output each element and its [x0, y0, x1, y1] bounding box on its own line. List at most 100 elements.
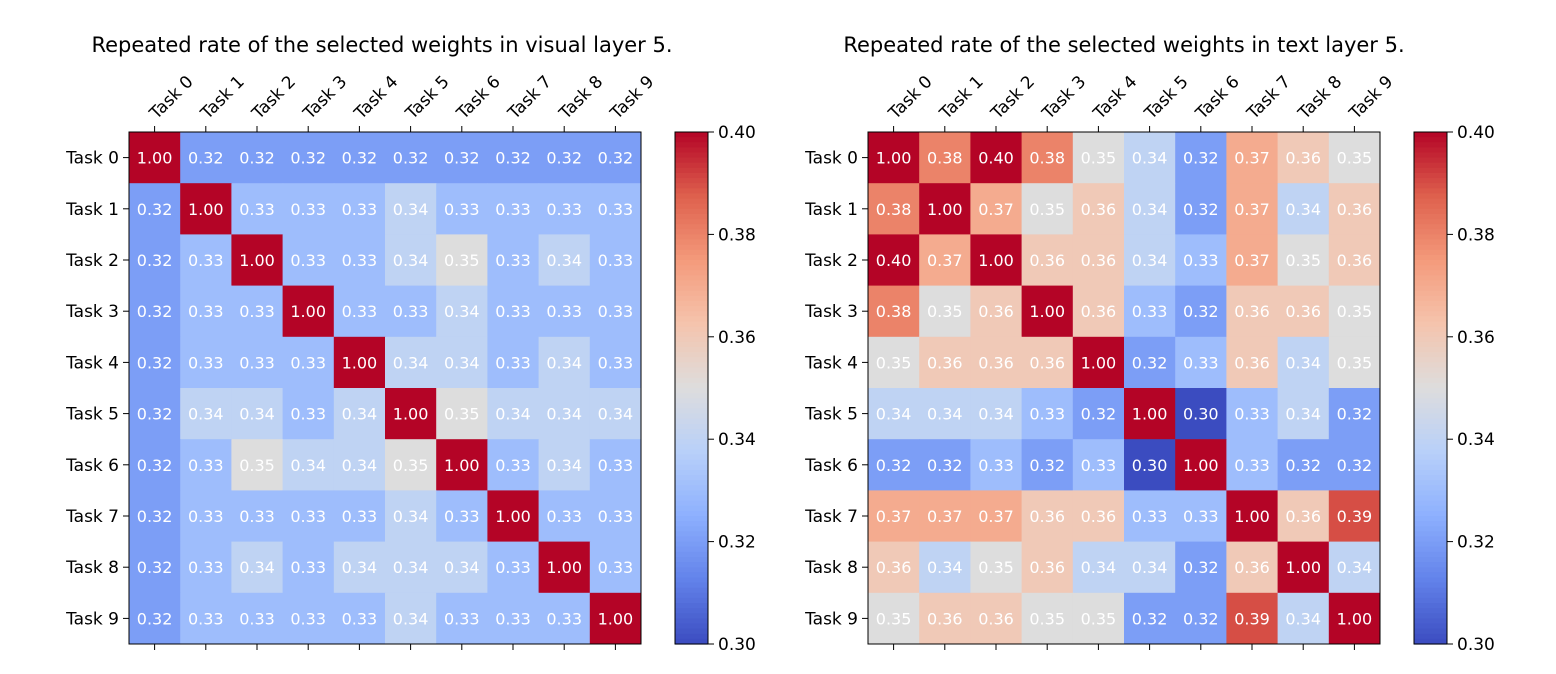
cell-value-label: 0.35	[444, 405, 480, 424]
heatmap-cell	[1328, 592, 1381, 645]
colorbar-frame	[674, 131, 709, 645]
colorbar-segment	[1414, 224, 1447, 230]
cell-value-label: 0.36	[1029, 507, 1065, 526]
y-tick-label: Task 6	[65, 456, 119, 476]
cell-value-label: 0.36	[1081, 302, 1117, 321]
colorbar-segment	[1414, 352, 1447, 358]
colorbar-segment	[1414, 521, 1447, 527]
cell-value-label: 0.38	[1029, 149, 1065, 168]
colorbar-segment	[675, 531, 708, 538]
colorbar-segment	[675, 469, 708, 476]
heatmap-cell	[129, 490, 181, 543]
cell-value-label: 1.00	[598, 609, 634, 628]
colorbar-segment	[1414, 249, 1447, 256]
x-tick-label: Task 6	[1191, 72, 1243, 124]
colorbar-segment	[675, 638, 708, 645]
colorbar-segment	[1414, 367, 1447, 374]
cell-value-label: 0.36	[1337, 251, 1373, 270]
cell-value-label: 0.39	[1234, 609, 1270, 628]
cell-value-label: 0.35	[1337, 149, 1373, 168]
heatmap-cell	[1226, 336, 1279, 389]
colorbar-segment	[1414, 362, 1447, 369]
colorbar-segment	[675, 198, 708, 205]
cell-value-label: 0.33	[188, 456, 224, 475]
colorbar-segment	[675, 633, 708, 640]
heatmap-cell	[1277, 439, 1330, 491]
cell-value-label: 0.32	[393, 149, 429, 168]
cell-value-label: 0.34	[239, 405, 275, 424]
cell-value-label: 1.00	[137, 149, 173, 168]
colorbar-segment	[1414, 423, 1447, 430]
cell-value-label: 0.32	[137, 302, 173, 321]
x-tick-label: Task 7	[504, 72, 556, 124]
cell-value-label: 0.36	[978, 609, 1014, 628]
cell-value-label: 1.00	[546, 558, 582, 577]
colorbar-segment	[675, 260, 708, 266]
colorbar-segment	[1414, 587, 1447, 594]
x-tick-label: Task 3	[1038, 72, 1090, 124]
colorbar-segment	[675, 229, 708, 235]
colorbar-segment	[1414, 167, 1447, 174]
y-tick-label: Task 9	[804, 609, 858, 629]
heatmap-cell	[1226, 285, 1279, 338]
cell-value-label: 0.33	[978, 456, 1014, 475]
colorbar-segment	[1414, 239, 1447, 246]
cell-value-label: 0.34	[1132, 558, 1168, 577]
colorbar-segment	[675, 336, 708, 343]
heatmap-cell	[538, 132, 591, 184]
heatmap-cell	[1226, 183, 1279, 235]
colorbar-segment	[1414, 608, 1447, 614]
cell-value-label: 0.33	[495, 302, 531, 321]
heatmap-cell	[129, 541, 181, 594]
cell-value-label: 0.34	[1285, 609, 1321, 628]
colorbar-segment	[1414, 377, 1447, 384]
heatmap-cell	[1277, 336, 1330, 389]
colorbar-segment	[675, 367, 708, 374]
heatmap-cell	[487, 234, 540, 287]
heatmap-cell	[1277, 541, 1330, 594]
cell-value-label: 0.33	[290, 405, 326, 424]
heatmap-cell	[333, 183, 386, 235]
colorbar-segment	[1414, 372, 1447, 379]
heatmap-cell	[1072, 336, 1125, 389]
heatmap-cell	[589, 336, 642, 389]
y-tick-label: Task 5	[65, 405, 119, 425]
heatmap-cell	[129, 336, 181, 389]
heatmap-cell	[1226, 592, 1279, 645]
cell-value-label: 0.32	[876, 456, 912, 475]
cell-value-label: 0.35	[1029, 609, 1065, 628]
heatmap-cell	[436, 541, 488, 594]
cell-value-label: 0.32	[137, 200, 173, 219]
cell-value-label: 0.34	[598, 405, 634, 424]
colorbar-segment	[675, 403, 708, 410]
heatmap-cell	[970, 388, 1023, 440]
colorbar-segment	[1414, 403, 1447, 410]
colorbar-segment	[675, 142, 708, 148]
colorbar-segment	[675, 444, 708, 451]
cell-value-label: 0.36	[1337, 200, 1373, 219]
heatmap-cell	[538, 285, 591, 338]
x-tick-label: Task 9	[1345, 72, 1397, 124]
colorbar-segment	[1414, 290, 1447, 297]
heatmap-cell	[1277, 490, 1330, 543]
heatmap-cell	[180, 234, 232, 287]
y-tick-label: Task 3	[65, 302, 119, 322]
colorbar-segment	[675, 526, 708, 532]
cell-value-label: 0.34	[188, 405, 224, 424]
colorbar-segment	[675, 628, 708, 635]
cell-value-label: 0.37	[876, 507, 912, 526]
heatmap-cell	[1021, 592, 1074, 645]
cell-value-label: 0.34	[1285, 353, 1321, 372]
heatmap-cell	[180, 490, 232, 543]
heatmap-cell	[1226, 388, 1279, 440]
cell-value-label: 0.33	[290, 609, 326, 628]
heatmap-cell	[1072, 541, 1125, 594]
heatmap-cell	[436, 439, 488, 491]
heatmap-cell	[180, 183, 232, 235]
heatmap-cell	[1175, 490, 1227, 543]
colorbar-segment	[1414, 229, 1447, 235]
cell-value-label: 0.36	[1234, 302, 1270, 321]
cell-value-label: 1.00	[978, 251, 1014, 270]
x-tick-label: Task 0	[145, 72, 197, 124]
cell-value-label: 0.33	[495, 353, 531, 372]
